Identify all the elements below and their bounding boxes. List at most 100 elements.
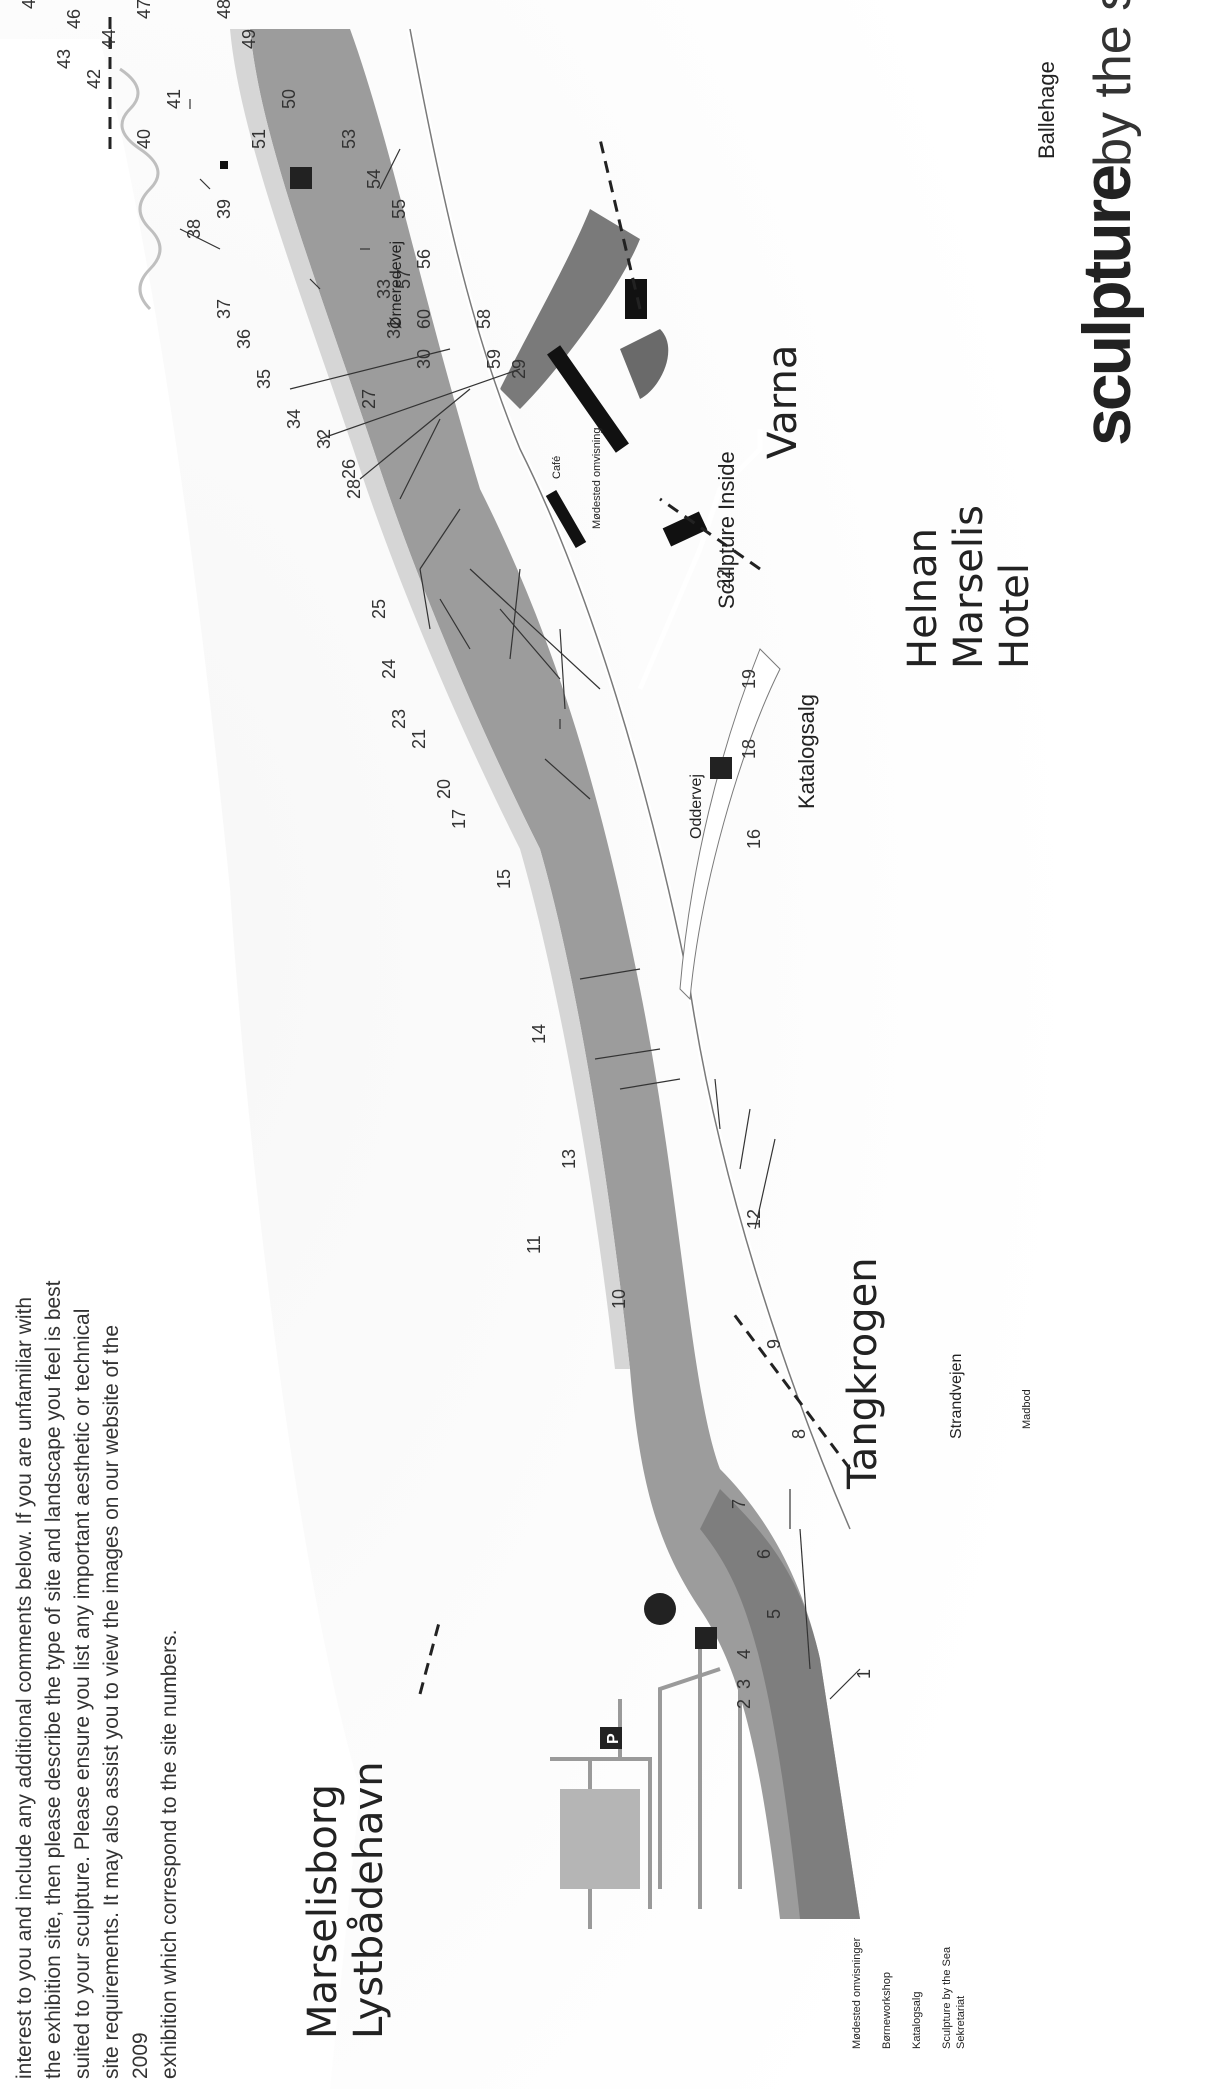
- parking-icon: P: [600, 1727, 622, 1749]
- marina-area: [550, 1649, 782, 1929]
- toilet-icon: [290, 167, 732, 1649]
- svg-text:44: 44: [99, 29, 119, 49]
- svg-text:15: 15: [494, 869, 514, 889]
- svg-text:29: 29: [509, 359, 529, 379]
- svg-text:33: 33: [374, 279, 394, 299]
- svg-text:9: 9: [764, 1339, 784, 1349]
- svg-text:2: 2: [734, 1699, 754, 1709]
- oddervej-label: Oddervej: [688, 774, 705, 839]
- sekretariat-line1: Sculpture by the Sea: [941, 1946, 953, 2049]
- helnan-line2: Marselis: [946, 505, 992, 669]
- ballehage-label: Ballehage: [1034, 61, 1059, 159]
- svg-text:54: 54: [364, 169, 384, 189]
- borneworkshop-label: Børneworkshop: [881, 1971, 893, 2049]
- svg-text:P: P: [605, 1733, 622, 1744]
- svg-text:38: 38: [184, 219, 204, 239]
- svg-text:21: 21: [409, 729, 429, 749]
- helnan-line1: Helnan: [900, 527, 946, 669]
- strandvejen-label: Strandvejen: [948, 1353, 965, 1439]
- svg-text:11: 11: [524, 1235, 544, 1254]
- svg-text:40: 40: [134, 129, 154, 149]
- svg-text:6: 6: [754, 1549, 774, 1559]
- svg-text:26: 26: [339, 459, 359, 479]
- sekretariat-label: Sculpture by the Sea Sekretariat: [940, 1947, 968, 2049]
- svg-text:37: 37: [214, 299, 234, 319]
- svg-text:48: 48: [214, 0, 234, 19]
- svg-text:57: 57: [394, 269, 414, 289]
- katalogsalg-label: Katalogsalg: [794, 694, 819, 809]
- svg-text:46: 46: [64, 9, 84, 29]
- svg-text:1: 1: [854, 1669, 874, 1679]
- modested-omvisninger-label: Mødested omvisninger: [851, 1937, 863, 2049]
- svg-text:3: 3: [734, 1679, 754, 1689]
- marselisborg-line2: Lystbådehavn: [346, 1761, 392, 2039]
- svg-text:5: 5: [764, 1609, 784, 1619]
- svg-text:59: 59: [484, 349, 504, 369]
- intro-line: exhibition which correspond to the site …: [158, 1629, 181, 2079]
- svg-text:55: 55: [389, 199, 409, 219]
- svg-text:56: 56: [414, 249, 434, 269]
- varna-label: Varna: [760, 344, 806, 459]
- svg-text:42: 42: [84, 69, 104, 89]
- svg-text:10: 10: [609, 1289, 629, 1309]
- marselisborg-line1: Marselisborg: [300, 1784, 346, 2039]
- ornereder-label: Ørneredevej: [388, 240, 405, 329]
- intro-line: the exhibition site, then please describ…: [42, 1280, 65, 2079]
- svg-text:53: 53: [339, 129, 359, 149]
- svg-text:19: 19: [739, 669, 759, 689]
- tangkrogen-label: Tangkrogen: [840, 1257, 886, 1489]
- svg-text:50: 50: [279, 89, 299, 109]
- svg-text:45: 45: [19, 0, 39, 9]
- svg-text:17: 17: [449, 809, 469, 829]
- callout-lines: [108, 9, 852, 1695]
- svg-text:43: 43: [54, 49, 74, 69]
- svg-text:18: 18: [739, 739, 759, 759]
- helnan-label: Helnan Marselis Hotel: [900, 505, 1038, 669]
- svg-text:41: 41: [164, 89, 184, 109]
- svg-text:36: 36: [234, 329, 254, 349]
- site-leader-lines: [179, 99, 861, 1700]
- svg-text:30: 30: [414, 349, 434, 369]
- svg-text:24: 24: [379, 659, 399, 679]
- svg-text:27: 27: [359, 389, 379, 409]
- svg-text:28: 28: [344, 479, 364, 499]
- intro-line: suited to your sculpture. Please ensure …: [71, 1308, 94, 2079]
- sculpture-by-the-sea-logo: sculptureby the sea: [1068, 0, 1146, 446]
- sekretariat-line2: Sekretariat: [955, 1995, 967, 2049]
- svg-text:13: 13: [559, 1149, 579, 1169]
- svg-text:35: 35: [254, 369, 274, 389]
- sculpture-inside-label: Sculpture Inside: [714, 451, 739, 609]
- svg-text:31: 31: [384, 319, 404, 339]
- katalogsalg-small-label: Katalogsalg: [911, 1991, 923, 2050]
- svg-text:47: 47: [134, 0, 154, 19]
- svg-text:4: 4: [734, 1649, 754, 1659]
- svg-text:34: 34: [284, 409, 304, 429]
- svg-text:60: 60: [414, 309, 434, 329]
- svg-text:58: 58: [474, 309, 494, 329]
- madbod-label: Madbod: [1021, 1389, 1033, 1429]
- bbq-icon: [644, 1593, 676, 1625]
- site-numbers: 1 2 3 4 5 6 7 8 9 10 11 12 13 14 15 16 1…: [19, 0, 874, 1709]
- brand-word2: by the sea: [1084, 0, 1142, 167]
- svg-text:12: 12: [744, 1209, 764, 1229]
- svg-text:49: 49: [239, 29, 259, 49]
- brand-word1: sculpture: [1069, 166, 1145, 446]
- svg-text:7: 7: [729, 1499, 749, 1509]
- svg-text:51: 51: [249, 129, 269, 149]
- svg-text:16: 16: [744, 829, 764, 849]
- svg-text:22: 22: [714, 569, 734, 589]
- cafe-label: Café: [551, 455, 563, 479]
- svg-text:8: 8: [789, 1429, 809, 1439]
- svg-text:14: 14: [529, 1024, 549, 1044]
- marselisborg-label: Marselisborg Lystbådehavn: [300, 1761, 392, 2039]
- svg-text:25: 25: [369, 599, 389, 619]
- intro-text: interest to you and include any addition…: [10, 1279, 184, 2079]
- svg-text:23: 23: [389, 709, 409, 729]
- intro-line: site requirements. It may also assist yo…: [100, 1324, 152, 2079]
- helnan-line3: Hotel: [992, 563, 1038, 669]
- intro-line: interest to you and include any addition…: [13, 1296, 36, 2079]
- svg-text:20: 20: [434, 779, 454, 799]
- svg-text:32: 32: [314, 429, 334, 449]
